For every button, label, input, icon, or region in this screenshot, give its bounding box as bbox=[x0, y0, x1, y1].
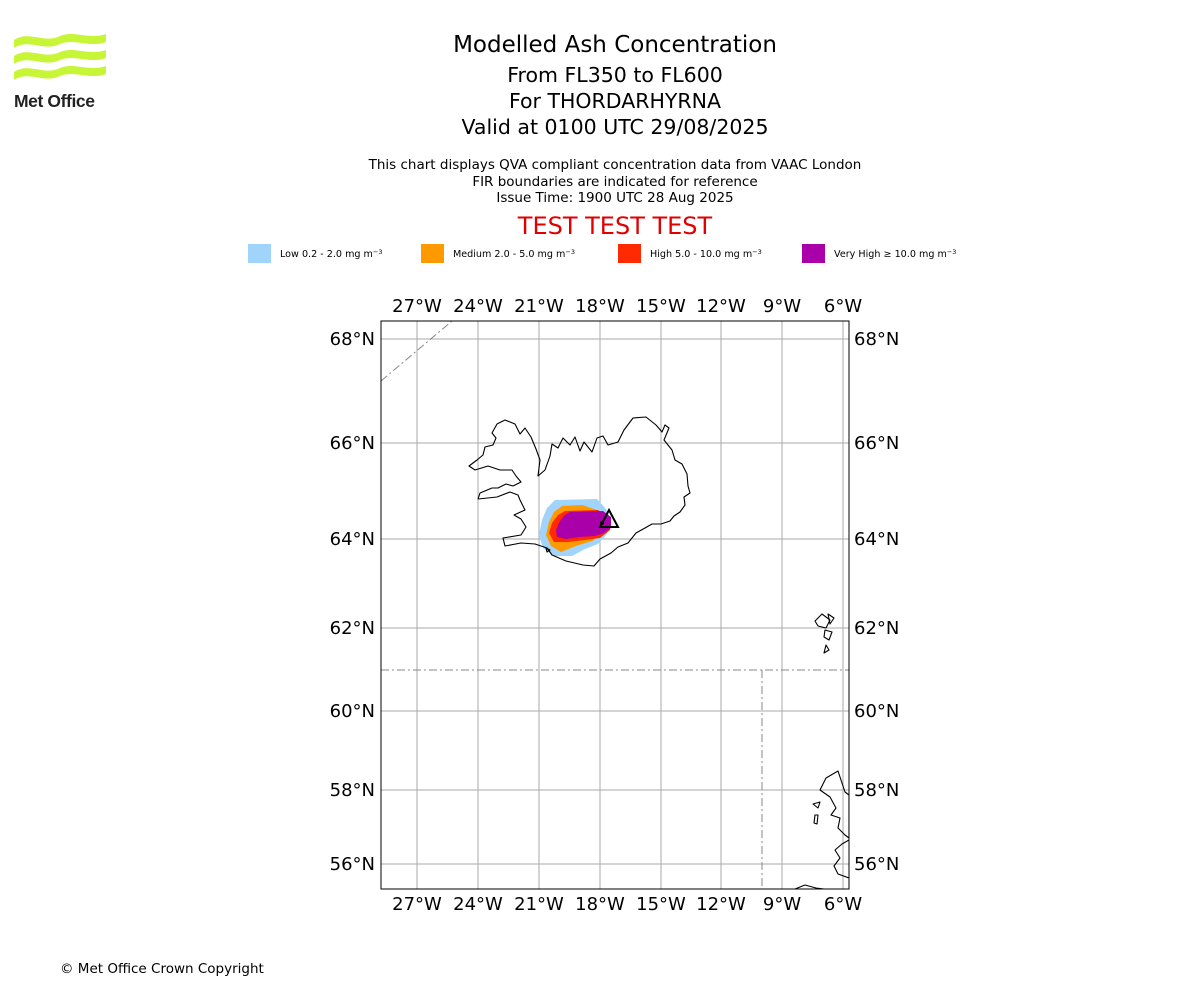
lon-label-bottom-27w: 27°W bbox=[392, 894, 442, 915]
scotland-outer-hebrides bbox=[819, 770, 849, 839]
lat-label-right-56n: 56°N bbox=[854, 854, 899, 875]
northern-ireland-coast bbox=[794, 884, 825, 889]
met-office-waves-icon bbox=[14, 34, 106, 80]
lon-label-top-9w: 9°W bbox=[763, 296, 801, 317]
graticule bbox=[381, 321, 849, 889]
subtitle-qva: This chart displays QVA compliant concen… bbox=[368, 157, 862, 173]
subtitle-fir: FIR boundaries are indicated for referen… bbox=[472, 173, 758, 190]
brand-name: Met Office bbox=[14, 91, 95, 111]
lon-labels-bottom: 27°W 24°W 21°W 18°W 15°W 12°W 9°W 6°W bbox=[392, 894, 862, 915]
ash-plume bbox=[539, 499, 611, 556]
faroe-islands-3 bbox=[823, 629, 833, 641]
volcano-triangle-icon bbox=[598, 507, 620, 528]
lon-label-top-12w: 12°W bbox=[696, 296, 746, 317]
lon-label-bottom-24w: 24°W bbox=[453, 894, 503, 915]
valid-time: Valid at 0100 UTC 29/08/2025 bbox=[461, 115, 769, 139]
lat-label-left-68n: 68°N bbox=[330, 329, 375, 350]
lat-label-right-58n: 58°N bbox=[854, 780, 899, 801]
lon-label-bottom-15w: 15°W bbox=[636, 894, 686, 915]
scotland-mainland bbox=[833, 839, 849, 879]
scotland-islets-2 bbox=[813, 814, 819, 825]
scotland-islets-1 bbox=[812, 801, 821, 809]
lon-label-bottom-12w: 12°W bbox=[696, 894, 746, 915]
flight-levels: From FL350 to FL600 bbox=[507, 63, 723, 87]
lat-label-left-56n: 56°N bbox=[330, 854, 375, 875]
lat-label-left-64n: 64°N bbox=[330, 529, 375, 550]
chart-title: Modelled Ash Concentration bbox=[453, 32, 777, 58]
legend-swatch-high bbox=[618, 244, 641, 263]
coastlines bbox=[468, 416, 849, 889]
lon-labels-top: 27°W 24°W 21°W 18°W 15°W 12°W 9°W 6°W bbox=[392, 296, 862, 317]
met-office-logo: Met Office bbox=[14, 30, 106, 112]
lon-label-top-6w: 6°W bbox=[824, 296, 862, 317]
legend-item-high: High 5.0 - 10.0 mg m−3 bbox=[618, 244, 762, 263]
faroe-islands-4 bbox=[823, 644, 830, 654]
legend-label-low: Low 0.2 - 2.0 mg m−3 bbox=[280, 247, 383, 260]
legend-swatch-very-high bbox=[802, 244, 825, 263]
lon-label-top-15w: 15°W bbox=[636, 296, 686, 317]
legend-label-high: High 5.0 - 10.0 mg m−3 bbox=[650, 247, 762, 260]
volcano-vent-icon bbox=[600, 521, 604, 525]
lat-label-right-60n: 60°N bbox=[854, 701, 899, 722]
copyright-notice: © Met Office Crown Copyright bbox=[60, 961, 264, 977]
lat-label-left-66n: 66°N bbox=[330, 433, 375, 454]
lat-label-right-64n: 64°N bbox=[854, 529, 899, 550]
lon-label-top-24w: 24°W bbox=[453, 296, 503, 317]
lat-label-left-58n: 58°N bbox=[330, 780, 375, 801]
lon-label-top-21w: 21°W bbox=[514, 296, 564, 317]
iceland-islet bbox=[545, 547, 551, 553]
lat-labels-left: 68°N 66°N 64°N 62°N 60°N 58°N 56°N bbox=[330, 329, 375, 875]
lon-label-top-18w: 18°W bbox=[575, 296, 625, 317]
legend-item-medium: Medium 2.0 - 5.0 mg m−3 bbox=[421, 244, 575, 263]
faroe-islands-2 bbox=[827, 613, 835, 625]
lat-label-right-66n: 66°N bbox=[854, 433, 899, 454]
chart-titles: Modelled Ash Concentration From FL350 to… bbox=[315, 28, 915, 140]
faroe-islands-1 bbox=[814, 613, 831, 629]
lon-label-bottom-18w: 18°W bbox=[575, 894, 625, 915]
test-banner: TEST TEST TEST bbox=[517, 212, 713, 240]
ash-very-high-area bbox=[556, 511, 611, 539]
subtitle-issue-time: Issue Time: 1900 UTC 28 Aug 2025 bbox=[496, 190, 734, 206]
iceland-coastline bbox=[468, 416, 691, 567]
legend-swatch-low bbox=[248, 244, 271, 263]
legend-label-very-high: Very High ≥ 10.0 mg m−3 bbox=[834, 247, 957, 260]
lat-label-right-62n: 62°N bbox=[854, 618, 899, 639]
volcano-marker bbox=[598, 507, 620, 528]
map-area bbox=[381, 321, 849, 889]
lon-label-bottom-9w: 9°W bbox=[763, 894, 801, 915]
legend-item-low: Low 0.2 - 2.0 mg m−3 bbox=[248, 244, 383, 263]
chart-subtitles: This chart displays QVA compliant concen… bbox=[315, 157, 915, 207]
lon-label-bottom-6w: 6°W bbox=[824, 894, 862, 915]
lat-label-left-60n: 60°N bbox=[330, 701, 375, 722]
fir-boundaries bbox=[381, 321, 849, 889]
legend-swatch-medium bbox=[421, 244, 444, 263]
lon-label-bottom-21w: 21°W bbox=[514, 894, 564, 915]
lat-label-right-68n: 68°N bbox=[854, 329, 899, 350]
map-frame bbox=[380, 320, 850, 890]
lat-labels-right: 68°N 66°N 64°N 62°N 60°N 58°N 56°N bbox=[854, 329, 899, 875]
legend-label-medium: Medium 2.0 - 5.0 mg m−3 bbox=[453, 247, 575, 260]
lon-label-top-27w: 27°W bbox=[392, 296, 442, 317]
legend-item-very-high: Very High ≥ 10.0 mg m−3 bbox=[802, 244, 956, 263]
volcano-name: For THORDARHYRNA bbox=[508, 89, 722, 113]
lat-label-left-62n: 62°N bbox=[330, 618, 375, 639]
